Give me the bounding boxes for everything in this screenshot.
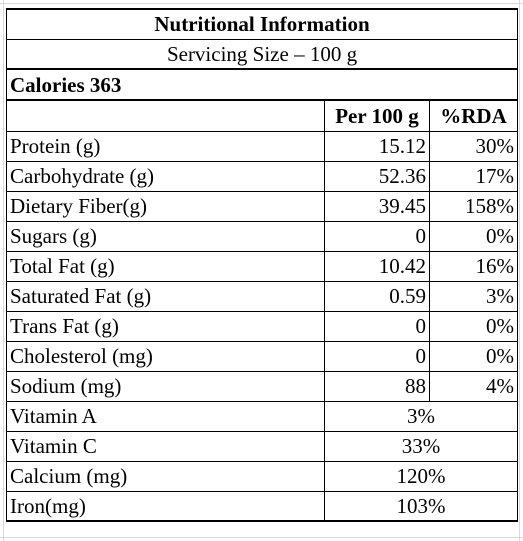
nutrient-per100[interactable]: 88 (324, 370, 430, 402)
per-100g-header[interactable]: Per 100 g (324, 99, 430, 132)
nutrient-per100[interactable]: 10.42 (324, 250, 430, 282)
nutrient-name[interactable]: Sodium (mg) (6, 370, 325, 402)
vitamin-value[interactable]: 120% (323, 460, 519, 492)
vitamin-name[interactable]: Calcium (mg) (6, 460, 325, 492)
vitamin-name[interactable]: Vitamin C (6, 430, 325, 462)
nutrient-name[interactable]: Sugars (g) (6, 220, 325, 252)
gridline (519, 0, 520, 541)
nutrient-rda[interactable]: 0% (428, 310, 519, 342)
table-row: Iron(mg) 103% (6, 490, 519, 522)
table-row: Dietary Fiber(g) 39.45 158% (6, 190, 519, 222)
serving-size[interactable]: Servicing Size – 100 g (5, 38, 519, 70)
blank-header-cell[interactable] (6, 99, 325, 132)
nutrient-name[interactable]: Saturated Fat (g) (6, 280, 325, 312)
table-row: Calcium (mg) 120% (6, 460, 519, 492)
column-header-row: Per 100 g %RDA (6, 99, 519, 132)
table-row: Trans Fat (g) 0 0% (6, 310, 519, 342)
vitamin-value[interactable]: 3% (323, 400, 519, 432)
gridline (0, 3, 523, 4)
nutrient-name[interactable]: Protein (g) (6, 130, 325, 162)
nutrient-rda[interactable]: 0% (428, 220, 519, 252)
nutrient-rda[interactable]: 30% (428, 130, 519, 162)
nutrient-per100[interactable]: 39.45 (324, 190, 430, 222)
vitamin-name[interactable]: Vitamin A (6, 400, 325, 432)
vitamin-value[interactable]: 103% (323, 490, 519, 522)
rda-header[interactable]: %RDA (428, 99, 519, 132)
nutrient-name[interactable]: Trans Fat (g) (6, 310, 325, 342)
serving-row: Servicing Size – 100 g (5, 38, 519, 70)
nutrient-rda[interactable]: 3% (428, 280, 519, 312)
nutrient-name[interactable]: Total Fat (g) (6, 250, 325, 282)
nutrient-rda[interactable]: 16% (428, 250, 519, 282)
table-row: Sugars (g) 0 0% (6, 220, 519, 252)
nutrient-rda[interactable]: 4% (428, 370, 519, 402)
calories-cell[interactable]: Calories 363 (5, 68, 519, 101)
nutrient-rda[interactable]: 158% (428, 190, 519, 222)
nutrition-table: Nutritional Information Servicing Size –… (5, 8, 519, 522)
nutrient-per100[interactable]: 0 (324, 340, 430, 372)
nutrient-rda[interactable]: 17% (428, 160, 519, 192)
gridline (0, 537, 523, 538)
nutrient-per100[interactable]: 15.12 (324, 130, 430, 162)
nutrient-per100[interactable]: 0 (324, 220, 430, 252)
nutrient-per100[interactable]: 52.36 (324, 160, 430, 192)
nutrient-per100[interactable]: 0.59 (324, 280, 430, 312)
table-row: Sodium (mg) 88 4% (6, 370, 519, 402)
vitamin-value[interactable]: 33% (323, 430, 519, 462)
nutrient-name[interactable]: Dietary Fiber(g) (6, 190, 325, 222)
nutrient-name[interactable]: Cholesterol (mg) (6, 340, 325, 372)
nutrient-per100[interactable]: 0 (324, 310, 430, 342)
table-row: Total Fat (g) 10.42 16% (6, 250, 519, 282)
table-row: Protein (g) 15.12 30% (6, 130, 519, 162)
calories-row: Calories 363 (5, 68, 519, 101)
table-row: Vitamin C 33% (6, 430, 519, 462)
table-title[interactable]: Nutritional Information (5, 8, 519, 40)
gridline (3, 0, 4, 541)
nutrient-name[interactable]: Carbohydrate (g) (6, 160, 325, 192)
title-row: Nutritional Information (5, 8, 519, 40)
vitamin-name[interactable]: Iron(mg) (6, 490, 325, 522)
table-row: Vitamin A 3% (6, 400, 519, 432)
table-row: Saturated Fat (g) 0.59 3% (6, 280, 519, 312)
nutrient-rda[interactable]: 0% (428, 340, 519, 372)
table-row: Carbohydrate (g) 52.36 17% (6, 160, 519, 192)
table-row: Cholesterol (mg) 0 0% (6, 340, 519, 372)
